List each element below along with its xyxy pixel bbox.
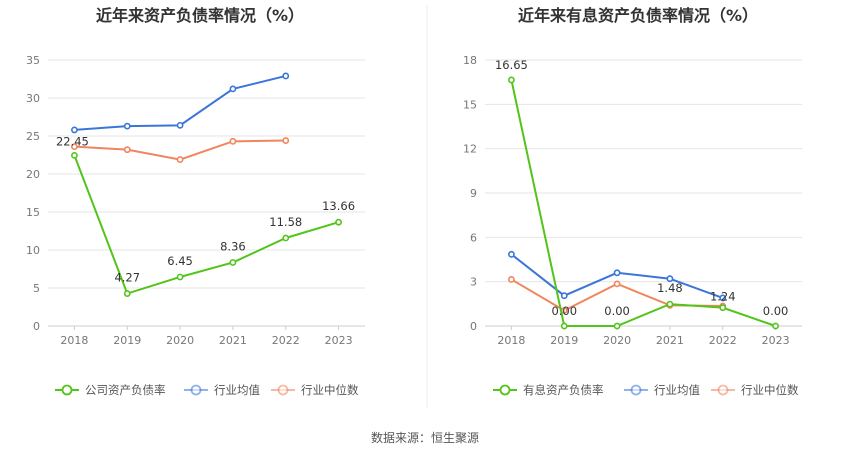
data-point-avg	[560, 292, 568, 300]
y-tick-label: 0	[470, 320, 477, 333]
legend-label: 行业中位数	[741, 383, 799, 397]
series-line-company	[73, 155, 339, 295]
data-point-median	[282, 137, 290, 144]
y-tick-label: 6	[470, 231, 477, 244]
data-point-avg	[282, 72, 290, 80]
legend-label: 公司资产负债率	[85, 383, 166, 397]
data-point-median	[508, 276, 515, 283]
chart-title: 近年来资产负债率情况（%）	[96, 6, 304, 25]
data-point-company	[176, 273, 184, 281]
chart-total-debt-ratio: 近年来资产负债率情况（%） 0 5 10 15 20 25 30 35 2018 2019 2020 2…	[26, 6, 365, 397]
y-tick-label: 12	[463, 143, 477, 156]
data-point-avg	[176, 121, 184, 129]
data-label: 13.66	[322, 199, 355, 213]
data-point-company	[560, 322, 568, 330]
data-label: 16.65	[495, 58, 528, 72]
y-tick-label: 18	[463, 54, 477, 67]
data-point-company	[282, 234, 290, 242]
legend-swatch-marker	[61, 384, 73, 396]
data-source: 数据来源：恒生聚源	[371, 430, 479, 445]
y-tick-label: 20	[26, 168, 40, 181]
data-label: 0.00	[604, 304, 630, 318]
x-tick-label: 2021	[219, 334, 247, 347]
y-tick-label: 10	[26, 244, 40, 257]
y-tick-label: 9	[470, 187, 477, 200]
y-tick-label: 15	[26, 206, 40, 219]
x-tick-label: 2018	[60, 334, 88, 347]
legend-label: 行业均值	[214, 383, 260, 397]
data-point-avg	[71, 126, 78, 134]
data-point-company	[666, 300, 674, 308]
chart-title: 近年来有息资产负债率情况（%）	[518, 6, 758, 25]
series-line-company	[510, 79, 776, 327]
data-point-median	[176, 156, 184, 163]
x-tick-label: 2022	[709, 334, 737, 347]
y-tick-label: 25	[26, 130, 40, 143]
legend-label: 行业均值	[654, 383, 700, 397]
data-label: 11.58	[269, 215, 302, 229]
y-tick-label: 3	[470, 276, 477, 289]
data-point-company	[613, 322, 621, 330]
legend-label: 有息资产负债率	[523, 383, 604, 397]
data-label: 1.48	[657, 281, 683, 295]
data-label: 8.36	[220, 239, 246, 253]
data-point-company	[229, 259, 237, 266]
data-label: 0.00	[763, 304, 789, 318]
data-point-company	[772, 322, 779, 330]
x-tick-label: 2021	[656, 334, 684, 347]
x-tick-label: 2020	[166, 334, 194, 347]
data-point-company	[719, 304, 727, 312]
legend-swatch-marker	[190, 384, 202, 396]
data-point-avg	[719, 294, 727, 302]
legend-item-company[interactable]: 公司资产负债率	[55, 383, 166, 397]
data-label: 22.45	[56, 134, 89, 148]
data-point-median	[229, 137, 237, 145]
legend-swatch-marker	[277, 384, 289, 396]
data-point-avg	[666, 275, 674, 283]
data-point-median	[71, 143, 78, 151]
legend-item-avg[interactable]: 行业均值	[624, 383, 700, 397]
data-point-avg	[123, 122, 131, 130]
data-point-avg	[508, 250, 515, 258]
chart-interest-bearing-debt-ratio: 近年来有息资产负债率情况（%） 0 3 6 9 12 15 18 2018 2019 2020 202…	[463, 6, 802, 397]
x-tick-label: 2023	[325, 334, 353, 347]
data-point-median	[613, 280, 621, 288]
data-label: 0.00	[551, 304, 577, 318]
data-point-company	[71, 151, 78, 159]
data-point-company	[123, 290, 131, 297]
x-tick-label: 2019	[113, 334, 141, 347]
x-tick-label: 2020	[603, 334, 631, 347]
data-label: 4.27	[114, 271, 140, 285]
data-point-median	[123, 146, 131, 154]
legend-label: 行业中位数	[301, 383, 359, 397]
legend-item-median[interactable]: 行业中位数	[711, 383, 799, 397]
y-tick-label: 5	[33, 282, 40, 295]
data-point-avg	[229, 85, 237, 93]
data-point-company	[508, 76, 515, 84]
x-tick-label: 2019	[550, 334, 578, 347]
y-tick-label: 15	[463, 98, 477, 111]
data-label: 6.45	[167, 254, 193, 268]
legend-item-median[interactable]: 行业中位数	[271, 383, 359, 397]
data-point-company	[335, 218, 342, 226]
legend-swatch-marker	[717, 384, 729, 396]
x-tick-label: 2018	[497, 334, 525, 347]
legend-item-avg[interactable]: 行业均值	[184, 383, 260, 397]
legend-item-company[interactable]: 有息资产负债率	[493, 383, 604, 397]
data-label: 1.24	[710, 290, 736, 304]
legend-swatch-marker	[630, 384, 642, 396]
x-tick-label: 2023	[762, 334, 790, 347]
legend-swatch-marker	[499, 384, 511, 396]
y-tick-label: 0	[33, 320, 40, 333]
series-line-avg	[74, 74, 286, 131]
y-tick-label: 30	[26, 92, 40, 105]
data-point-avg	[613, 269, 621, 277]
y-tick-label: 35	[26, 54, 40, 67]
x-tick-label: 2022	[272, 334, 300, 347]
